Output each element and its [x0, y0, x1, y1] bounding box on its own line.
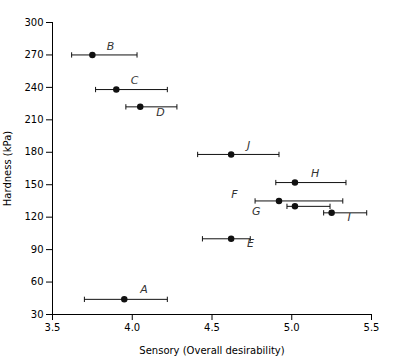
svg-text:J: J [245, 139, 250, 152]
svg-text:E: E [247, 237, 254, 250]
svg-text:D: D [156, 106, 164, 119]
svg-text:210: 210 [24, 114, 43, 125]
svg-text:C: C [131, 74, 139, 87]
svg-text:240: 240 [24, 82, 43, 93]
svg-text:30: 30 [31, 309, 44, 320]
svg-text:60: 60 [31, 276, 44, 287]
svg-text:270: 270 [24, 49, 43, 60]
svg-text:300: 300 [24, 17, 43, 28]
svg-text:5.5: 5.5 [364, 322, 380, 333]
svg-text:Sensory (Overall desirability): Sensory (Overall desirability) [139, 345, 284, 356]
svg-text:4.5: 4.5 [204, 322, 220, 333]
svg-text:3.5: 3.5 [45, 322, 61, 333]
svg-text:150: 150 [24, 179, 43, 190]
svg-text:H: H [311, 167, 319, 180]
svg-text:180: 180 [24, 146, 43, 157]
svg-text:G: G [252, 205, 261, 218]
svg-text:Hardness (kPa): Hardness (kPa) [2, 131, 13, 206]
svg-text:4.0: 4.0 [124, 322, 140, 333]
svg-text:5.0: 5.0 [284, 322, 300, 333]
svg-text:B: B [107, 40, 115, 53]
svg-text:90: 90 [31, 244, 44, 255]
svg-text:A: A [139, 283, 148, 296]
svg-text:I: I [348, 211, 351, 224]
svg-text:120: 120 [24, 211, 43, 222]
svg-text:F: F [231, 188, 238, 201]
